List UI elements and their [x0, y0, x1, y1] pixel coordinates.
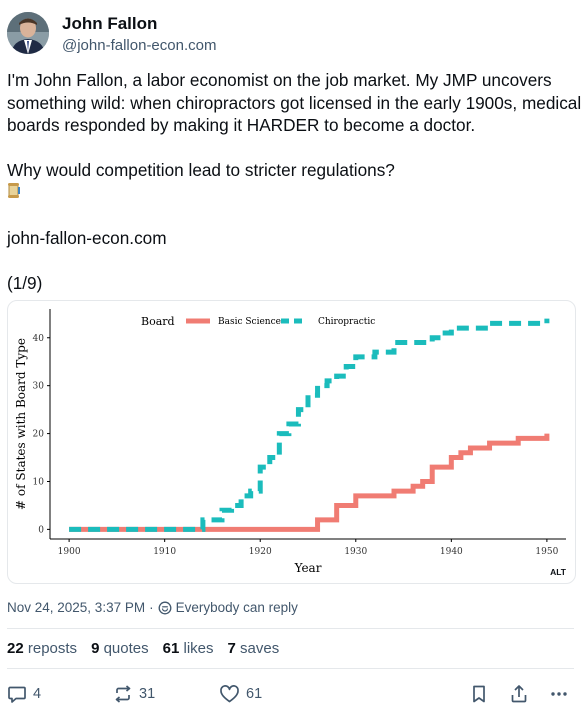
x-tick-label: 1940	[440, 547, 463, 557]
y-tick-label: 30	[33, 382, 45, 392]
y-tick-label: 20	[33, 430, 45, 440]
save-button[interactable]	[470, 684, 488, 704]
like-button[interactable]: 61	[219, 684, 262, 704]
y-tick-label: 40	[33, 334, 45, 344]
bookmark-icon	[473, 685, 485, 703]
saves-stat[interactable]: 7 saves	[227, 640, 280, 657]
repost-count: 31	[139, 686, 156, 702]
x-tick-label: 1900	[58, 547, 81, 557]
repost-icon	[115, 685, 131, 703]
like-count: 61	[246, 686, 263, 702]
action-bar: 4 31 61	[0, 682, 587, 706]
post-paragraph: I'm John Fallon, a labor economist on th…	[7, 70, 582, 135]
series-line-basic-science	[69, 433, 550, 532]
x-tick-label: 1910	[153, 547, 176, 557]
y-tick-label: 0	[38, 525, 44, 535]
reply-icon	[8, 686, 26, 703]
divider	[7, 668, 574, 669]
chart: 1900 1910 1920 1930 1940 1950 0 10 20 30 40 Year # o…	[14, 309, 566, 575]
reply-button[interactable]: 4	[7, 684, 41, 704]
avatar[interactable]	[7, 12, 49, 54]
thread-counter: (1/9)	[7, 272, 43, 293]
reply-settings[interactable]: Everybody can reply	[175, 600, 298, 615]
x-axis-title: Year	[294, 561, 322, 575]
post-image[interactable]: 1900 1910 1920 1930 1940 1950 0 10 20 30 40 Year # o…	[7, 300, 576, 584]
separator: ·	[149, 600, 154, 615]
reposts-stat[interactable]: 22 reposts	[7, 640, 78, 657]
share-icon	[511, 685, 527, 703]
post-link[interactable]: john-fallon-econ.com	[7, 227, 167, 248]
author-handle[interactable]: @john-fallon-econ.com	[62, 37, 217, 54]
author-display-name[interactable]: John Fallon	[62, 14, 158, 33]
more-options-button[interactable]	[549, 684, 569, 704]
x-tick-label: 1950	[535, 547, 558, 557]
timestamp-row: Nov 24, 2025, 3:37 PM · Everybody can re…	[7, 600, 298, 615]
x-tick-label: 1930	[344, 547, 367, 557]
legend-label: Basic Science	[218, 317, 281, 327]
share-button[interactable]	[509, 684, 529, 704]
scroll-icon	[7, 182, 21, 199]
reply-count: 4	[33, 686, 42, 702]
reply-settings-icon	[158, 601, 172, 614]
more-options-icon	[551, 692, 567, 696]
post-paragraph: Why would competition lead to stricter r…	[7, 160, 395, 180]
timestamp[interactable]: Nov 24, 2025, 3:37 PM	[7, 600, 146, 615]
y-tick-label: 10	[33, 478, 45, 488]
likes-stat[interactable]: 61 likes	[162, 640, 214, 657]
y-axis-title: # of States with Board Type	[14, 338, 28, 510]
legend-title: Board	[141, 315, 175, 328]
divider	[7, 628, 574, 629]
series-line-chiropractic	[69, 318, 550, 532]
engagement-stats: 22 reposts 9 quotes 61 likes 7 saves	[7, 640, 279, 657]
legend-label: Chiropractic	[318, 317, 375, 327]
avatar-image	[7, 12, 49, 54]
heart-icon	[220, 685, 239, 703]
x-tick-label: 1920	[249, 547, 272, 557]
post-text: I'm John Fallon, a labor economist on th…	[7, 69, 582, 294]
repost-button[interactable]: 31	[113, 684, 155, 704]
alt-badge[interactable]: ALT	[547, 566, 569, 578]
quotes-stat[interactable]: 9 quotes	[91, 640, 149, 657]
